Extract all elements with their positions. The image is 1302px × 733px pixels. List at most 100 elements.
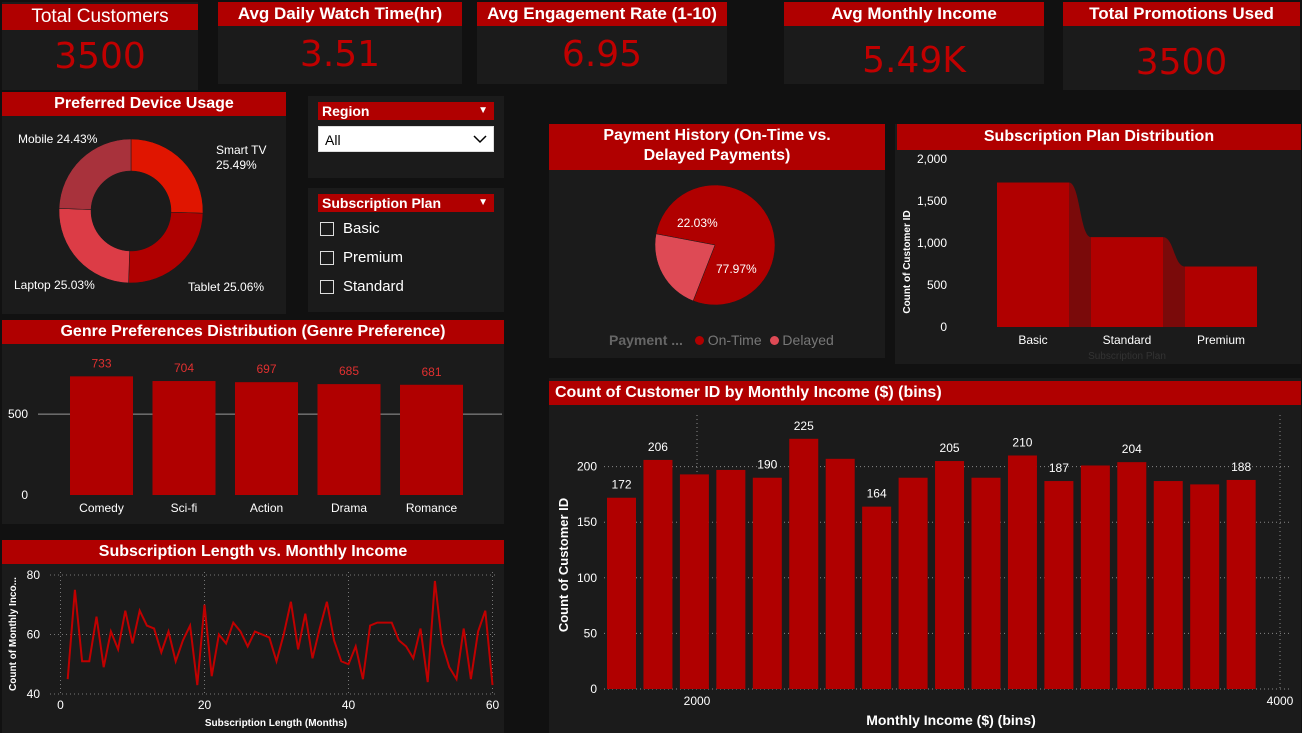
sublen-xtick: 40 [342,698,356,712]
plan-checkbox-standard[interactable] [320,280,334,294]
income-bar [825,458,855,689]
plan-bar-basic [997,182,1069,327]
genre-xtick: Drama [331,501,367,515]
genre-title: Genre Preferences Distribution (Genre Pr… [2,320,504,344]
genre-bar-romance [400,384,463,495]
sublen-ytick: 80 [27,568,41,582]
plan-option-basic[interactable]: Basic [343,220,380,237]
plan-ytick: 2,000 [917,152,947,166]
income-data-label: 206 [648,440,668,454]
device-label-smarttv-pct: 25.49% [216,158,257,172]
region-slicer-label: Region [322,103,370,119]
plan-distribution-title: Subscription Plan Distribution [897,124,1301,150]
plan-distribution-chart: 0 500 1,000 1,500 2,000 Basic Standard Premium C… [902,152,1257,362]
region-slicer: Region ▼ All [308,96,504,178]
sublen-xtick: 0 [57,698,64,712]
chevron-down-icon[interactable]: ▼ [478,197,488,208]
sub-length-title: Subscription Length vs. Monthly Income [2,540,504,564]
device-label-tablet: Tablet 25.06% [188,280,265,294]
income-bar [716,469,746,689]
kpi-card-engagement: Avg Engagement Rate (1-10) 6.95 [477,2,727,84]
kpi-card-watch-time: Avg Daily Watch Time(hr) 3.51 [218,2,462,84]
genre-bar-comedy [70,376,133,495]
kpi-value: 6.95 [561,34,643,75]
chevron-down-icon [473,135,487,144]
kpi-title: Avg Daily Watch Time(hr) [218,2,462,26]
genre-data-label: 733 [91,356,111,370]
sublen-ytick: 60 [27,628,41,642]
income-data-label: 210 [1012,435,1032,449]
income-ytick: 150 [577,515,597,529]
plan-checkbox-premium[interactable] [320,251,334,265]
genre-data-label: 681 [421,365,441,379]
device-usage-panel: Preferred Device Usage Mobile 24.43% Sma… [2,92,286,314]
kpi-title: Avg Monthly Income [784,2,1044,26]
kpi-card-income: Avg Monthly Income 5.49K [784,2,1044,84]
income-data-label: 188 [1231,460,1251,474]
genre-xtick: Romance [406,501,458,515]
income-data-label: 172 [611,478,631,492]
kpi-value: 5.49K [862,40,966,81]
plan-ribbon [1069,182,1091,327]
genre-xtick: Action [250,501,283,515]
device-label-smarttv: Smart TV [216,143,267,157]
income-data-label: 204 [1122,442,1142,456]
income-bar [1080,465,1110,689]
plan-distribution-panel: Subscription Plan Distribution 0 500 1,000… [895,124,1301,364]
kpi-card-promotions: Total Promotions Used 3500 [1063,2,1300,90]
device-usage-title: Preferred Device Usage [2,92,286,116]
sublen-ylabel: Count of Monthly Inco... [8,577,19,691]
kpi-value: 3500 [1135,42,1228,83]
plan-xtick: Premium [1197,333,1245,347]
kpi-value: 3500 [54,36,146,77]
payment-legend-delayed: Delayed [782,332,834,348]
kpi-value: 3.51 [299,34,381,75]
legend-dot-icon [769,336,779,345]
sublen-line [66,580,494,686]
sublen-xtick: 60 [486,698,500,712]
sublen-ytick: 40 [27,687,41,701]
income-bar [935,461,965,689]
income-bar [643,459,673,689]
plan-checkbox-basic[interactable] [320,222,334,236]
income-bar [1153,481,1183,689]
device-slice-mobile [58,138,132,210]
plan-option-standard[interactable]: Standard [343,278,404,295]
income-data-label: 225 [794,419,814,433]
chevron-down-icon[interactable]: ▼ [478,105,488,116]
plan-option-premium[interactable]: Premium [343,249,404,266]
income-data-label: 187 [1049,461,1069,475]
kpi-card-customers: Total Customers 3500 [2,2,198,90]
region-slicer-title: Region ▼ [318,102,494,120]
plan-bar-standard [1091,237,1163,327]
payment-legend: Payment ... On-Time Delayed [609,332,834,348]
income-bar [898,477,928,689]
payment-history-title: Payment History (On-Time vs. Delayed Pay… [549,124,885,170]
payment-label-delayed: 22.03% [677,216,718,230]
genre-data-label: 704 [174,361,194,375]
plan-ytick: 0 [940,320,947,334]
income-bar [752,477,782,689]
genre-bar-sci-fi [152,381,216,495]
income-data-label: 164 [867,487,887,501]
genre-bar-drama [317,384,381,495]
kpi-title: Total Customers [2,4,198,30]
kpi-title: Total Promotions Used [1063,2,1300,26]
income-bar [789,438,819,689]
income-xtick: 2000 [684,694,711,708]
income-bar [679,474,709,689]
plan-ytick: 500 [927,278,947,292]
income-ytick: 100 [577,571,597,585]
payment-legend-title: Payment ... [609,332,683,348]
payment-slices [654,184,776,306]
payment-slice-on-time [655,184,776,306]
income-bar [607,497,636,689]
genre-xtick: Comedy [79,501,124,515]
income-bar [1190,484,1220,689]
sublen-xtick: 20 [198,698,212,712]
device-slice-tablet [128,211,204,284]
genre-chart: 0 500 733 Comedy 704 Sci-fi 697 Action 685 Drama 6… [8,356,502,515]
region-dropdown[interactable]: All [318,126,494,152]
income-ytick: 200 [577,460,597,474]
sub-length-panel: Subscription Length vs. Monthly Income 4… [2,540,504,733]
